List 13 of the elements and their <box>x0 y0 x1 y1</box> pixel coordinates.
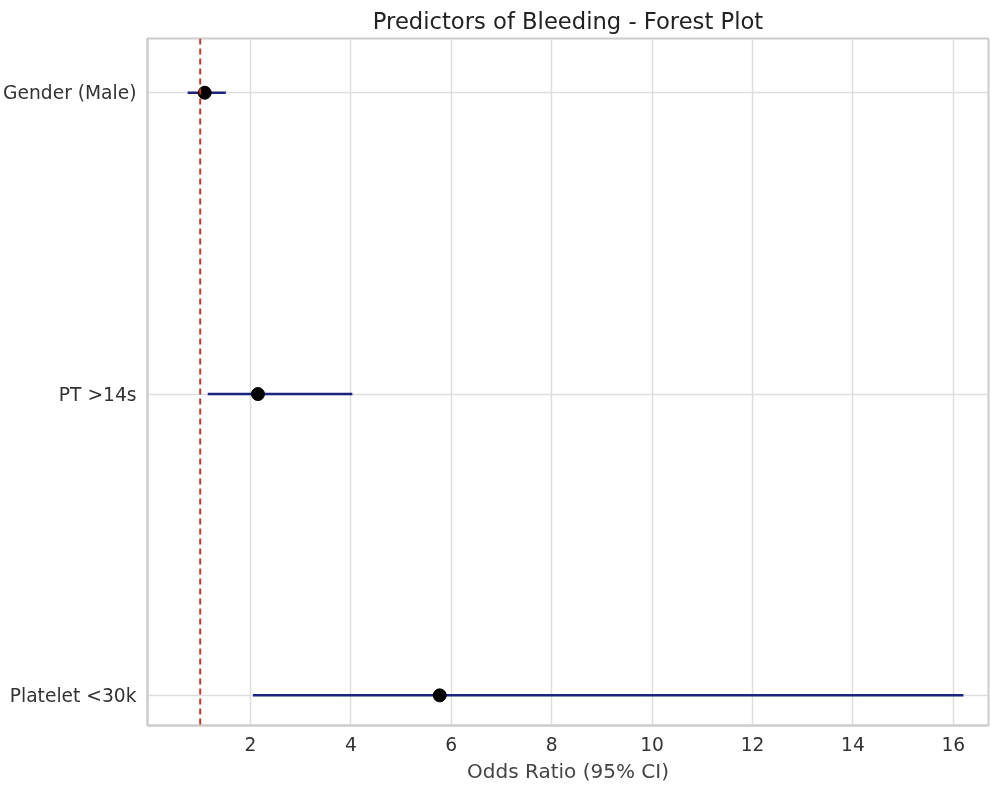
y-tick-label: PT >14s <box>58 383 137 405</box>
x-tick-label: 8 <box>545 733 558 755</box>
x-axis-title: Odds Ratio (95% CI) <box>467 758 669 783</box>
y-tick-label: Gender (Male) <box>3 82 137 104</box>
x-tick-label: 6 <box>445 733 458 755</box>
x-tick-label: 10 <box>640 733 664 755</box>
x-tick-label: 12 <box>740 733 765 755</box>
x-tick-label: 16 <box>941 733 966 755</box>
chart-title: Predictors of Bleeding - Forest Plot <box>372 7 764 34</box>
x-tick-label: 14 <box>841 733 865 755</box>
x-tick-label: 4 <box>344 733 357 755</box>
y-tick-label: Platelet <30k <box>9 684 137 706</box>
x-tick-label: 2 <box>244 733 257 755</box>
